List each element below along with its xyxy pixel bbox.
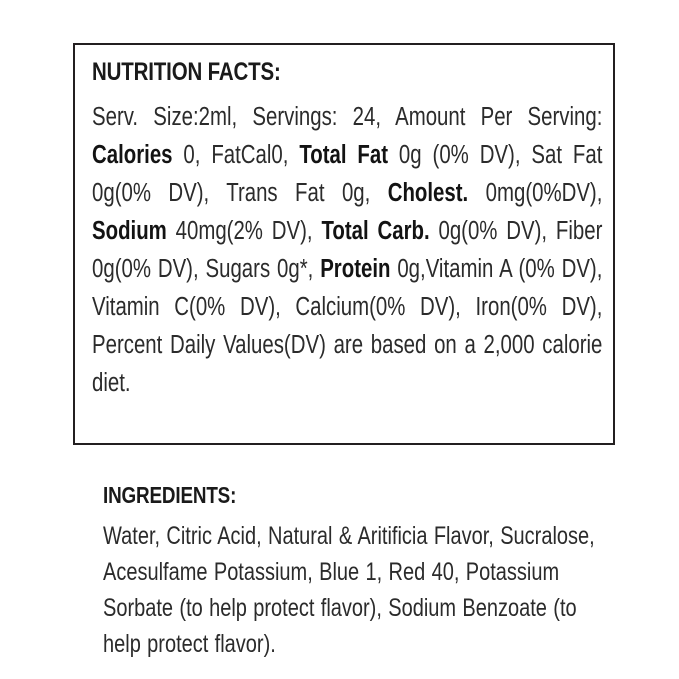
nutrition-segment-3: 0g (0% DV), Sat Fat 0g(0% DV), Trans Fat… xyxy=(92,141,603,208)
nutrition-facts-heading: NUTRITION FACTS: xyxy=(92,58,281,86)
nutrition-detail-segments: Calories 0, FatCal0, Total Fat 0g (0% DV… xyxy=(92,141,602,397)
nutrition-facts-panel: NUTRITION FACTS: Serv. Size:2ml, Serving… xyxy=(73,43,615,445)
nutrition-segment-10: Protein xyxy=(320,255,391,284)
nutrition-segment-0: Calories xyxy=(92,141,173,170)
serving-info-line: Serv. Size:2ml, Servings: 24, Amount Per… xyxy=(92,103,603,132)
nutrition-segment-1: 0, FatCal0, xyxy=(172,141,300,170)
nutrition-facts-body: Serv. Size:2ml, Servings: 24, Amount Per… xyxy=(92,98,602,402)
nutrition-segment-2: Total Fat xyxy=(299,141,389,170)
ingredients-body: Water, Citric Acid, Natural & Aritificia… xyxy=(103,522,595,659)
ingredients-section: INGREDIENTS: Water, Citric Acid, Natural… xyxy=(103,483,595,662)
nutrition-segment-7: 40mg(2% DV), xyxy=(166,217,322,246)
nutrition-segment-8: Total Carb. xyxy=(321,217,430,246)
nutrition-segment-5: 0mg(0%DV), xyxy=(468,179,603,208)
nutrition-segment-4: Cholest. xyxy=(387,179,469,208)
nutrition-segment-6: Sodium xyxy=(92,217,167,246)
nutrition-segment-9: 0g(0% DV), Fiber 0g(0% DV), Sugars 0g*, xyxy=(92,217,603,284)
nutrition-segment-11: 0g,Vitamin A (0% DV), Vitamin C(0% DV), … xyxy=(92,255,603,398)
nutrition-facts-content: NUTRITION FACTS: Serv. Size:2ml, Serving… xyxy=(92,58,602,402)
ingredients-heading: INGREDIENTS: xyxy=(103,482,237,508)
